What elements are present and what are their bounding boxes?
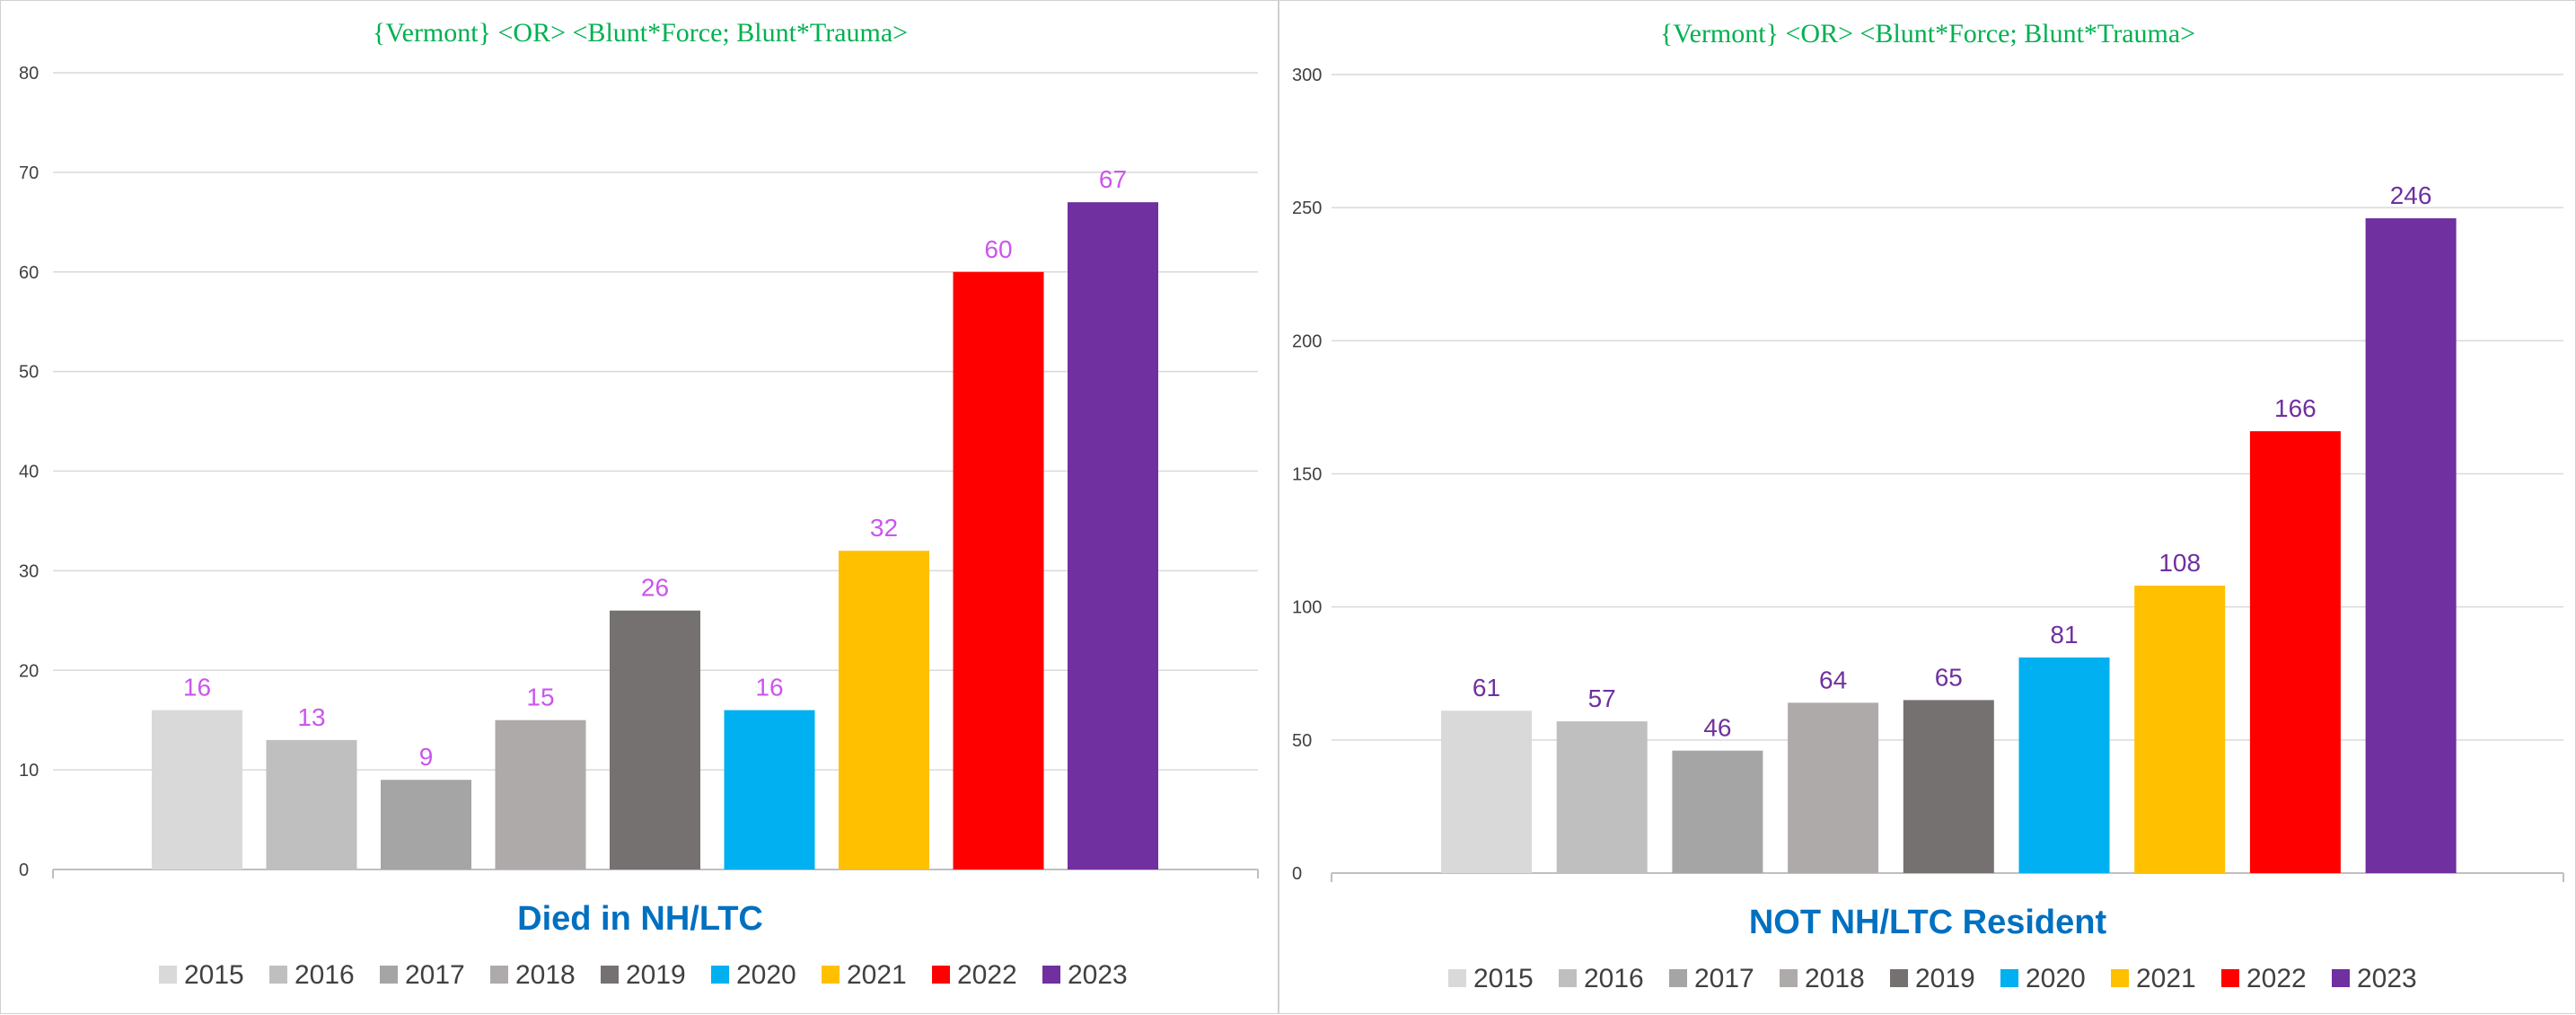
y-tick-label: 70 (19, 163, 39, 183)
legend-label: 2020 (2026, 964, 2086, 993)
y-tick-label: 80 (19, 64, 39, 84)
legend-label: 2022 (2246, 964, 2307, 993)
bar-2023 (1068, 202, 1158, 869)
y-tick-label: 10 (19, 761, 39, 781)
legend-swatch-2021 (822, 966, 840, 984)
y-tick-label: 250 (1292, 199, 1322, 218)
bar-2022 (953, 271, 1044, 869)
bar-2021 (2134, 585, 2226, 873)
legend-swatch-2020 (711, 966, 729, 984)
y-tick-label: 0 (1292, 864, 1302, 884)
legend-swatch-2023 (1042, 966, 1060, 984)
legend-label: 2015 (1473, 964, 1534, 993)
legend-swatch-2017 (380, 966, 398, 984)
data-label: 246 (2390, 181, 2432, 209)
y-tick-label: 30 (19, 561, 39, 581)
legend-swatch-2015 (1448, 969, 1466, 987)
legend-swatch-2020 (2000, 969, 2018, 987)
legend-swatch-2019 (601, 966, 619, 984)
bar-2019 (1903, 700, 1994, 873)
legend-swatch-2018 (1780, 969, 1798, 987)
bar-2019 (610, 610, 700, 869)
bar-2021 (839, 551, 929, 869)
legend-label: 2016 (295, 960, 355, 990)
legend-label: 2023 (2357, 964, 2417, 993)
legend-label: 2018 (1805, 964, 1865, 993)
legend-label: 2019 (626, 960, 686, 990)
chart-title-bottom: NOT NH/LTC Resident (1749, 904, 2107, 941)
legend-label: 2021 (847, 960, 907, 990)
y-tick-label: 150 (1292, 465, 1322, 485)
data-label: 16 (183, 674, 211, 702)
chart-not-nh-ltc-resident: {Vermont} <OR> <Blunt*Force; Blunt*Traum… (1292, 19, 2564, 993)
legend-swatch-2017 (1669, 969, 1687, 987)
legend-label: 2019 (1915, 964, 1975, 993)
y-tick-label: 20 (19, 661, 39, 681)
legend-label: 2021 (2136, 964, 2196, 993)
chart-title-bottom: Died in NH/LTC (517, 900, 763, 938)
bar-2015 (1441, 710, 1532, 873)
bar-2022 (2249, 431, 2341, 873)
y-tick-label: 100 (1292, 598, 1322, 618)
legend-label: 2017 (405, 960, 465, 990)
legend-swatch-2015 (159, 966, 177, 984)
data-label: 60 (984, 235, 1012, 263)
y-tick-label: 200 (1292, 331, 1322, 351)
legend-label: 2017 (1694, 964, 1754, 993)
data-label: 166 (2274, 394, 2317, 422)
bar-2023 (2365, 218, 2457, 873)
data-label: 57 (1588, 684, 1616, 712)
data-label: 15 (526, 684, 554, 711)
legend-swatch-2022 (932, 966, 950, 984)
y-tick-label: 50 (19, 363, 39, 383)
data-label: 32 (870, 514, 898, 542)
chart-died-in-nh-ltc: {Vermont} <OR> <Blunt*Force; Blunt*Traum… (19, 18, 1259, 990)
y-tick-label: 0 (19, 861, 29, 880)
chart-panel-right: {Vermont} <OR> <Blunt*Force; Blunt*Traum… (1279, 0, 2576, 1014)
y-tick-label: 40 (19, 463, 39, 482)
y-tick-label: 50 (1292, 731, 1312, 751)
data-label: 26 (641, 574, 669, 602)
chart-panel-left: {Vermont} <OR> <Blunt*Force; Blunt*Traum… (0, 0, 1279, 1014)
data-label: 16 (755, 674, 783, 702)
bar-2017 (1672, 750, 1763, 873)
data-label: 67 (1099, 165, 1127, 193)
bar-2017 (381, 780, 471, 869)
bar-2018 (495, 719, 586, 869)
legend-swatch-2021 (2111, 969, 2129, 987)
y-tick-label: 300 (1292, 66, 1322, 85)
legend-label: 2015 (184, 960, 244, 990)
chart-title-top: {Vermont} <OR> <Blunt*Force; Blunt*Traum… (1660, 19, 2195, 49)
legend-swatch-2016 (269, 966, 287, 984)
data-label: 65 (1935, 663, 1963, 691)
legend-label: 2020 (736, 960, 796, 990)
bar-2018 (1788, 702, 1879, 873)
legend-label: 2016 (1584, 964, 1644, 993)
legend-swatch-2022 (2221, 969, 2239, 987)
data-label: 46 (1703, 714, 1731, 742)
legend-swatch-2016 (1559, 969, 1577, 987)
legend-label: 2018 (515, 960, 576, 990)
legend-swatch-2019 (1890, 969, 1908, 987)
bar-2016 (266, 739, 357, 869)
legend-label: 2022 (957, 960, 1017, 990)
data-label: 61 (1473, 674, 1500, 702)
legend-label: 2023 (1068, 960, 1128, 990)
legend-swatch-2023 (2332, 969, 2350, 987)
data-label: 108 (2158, 549, 2201, 577)
data-label: 13 (297, 703, 325, 731)
bar-2016 (1556, 721, 1648, 873)
legend-swatch-2018 (490, 966, 508, 984)
bar-2020 (2018, 657, 2110, 873)
data-label: 81 (2050, 621, 2078, 649)
data-label: 64 (1819, 666, 1847, 693)
y-tick-label: 60 (19, 263, 39, 283)
chart-title-top: {Vermont} <OR> <Blunt*Force; Blunt*Traum… (373, 18, 908, 48)
bar-2020 (724, 710, 815, 869)
bar-2015 (152, 710, 242, 869)
data-label: 9 (419, 743, 434, 771)
